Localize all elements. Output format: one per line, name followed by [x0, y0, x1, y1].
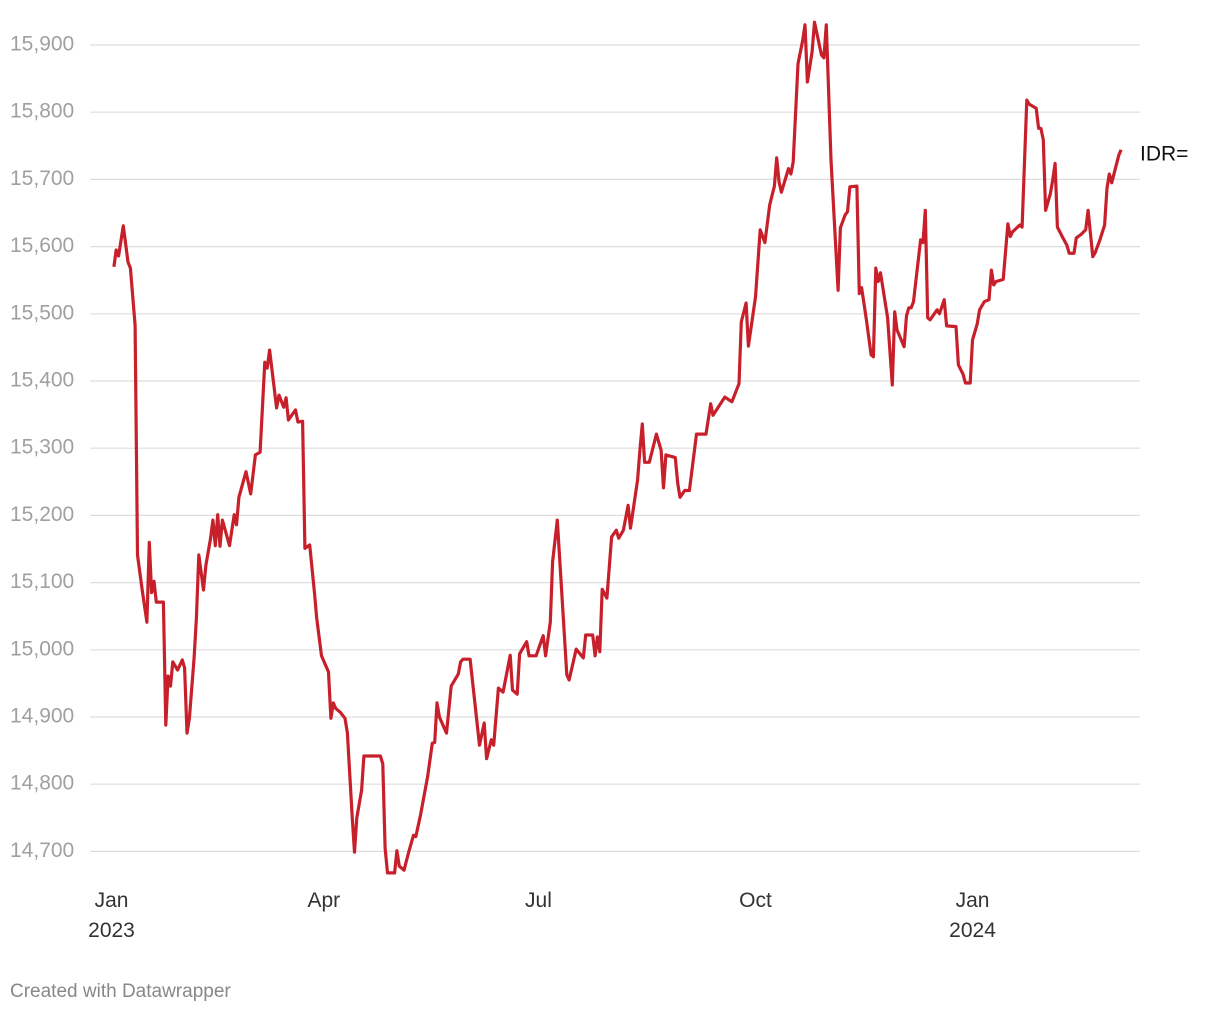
- line: [112, 20, 1123, 875]
- x-tick-label: Jan 2023: [88, 889, 135, 942]
- y-tick-label: 14,700: [10, 839, 74, 862]
- y-tick-label: 15,700: [10, 167, 74, 190]
- y-tick-label: 15,800: [10, 100, 74, 123]
- y-tick-label: 15,100: [10, 570, 74, 593]
- y-tick-label: 15,400: [10, 369, 74, 392]
- y-tick-label: 15,900: [10, 33, 74, 56]
- y-tick-label: 15,300: [10, 436, 74, 459]
- series-label: IDR=: [1140, 142, 1188, 165]
- y-tick-label: 15,600: [10, 234, 74, 257]
- x-tick-label: Apr: [307, 889, 340, 912]
- x-tick-label: Jul: [525, 889, 552, 912]
- y-tick-label: 14,900: [10, 705, 74, 728]
- x-tick-label: Oct: [739, 889, 772, 912]
- y-tick-label: 15,500: [10, 301, 74, 324]
- y-tick-label: 15,000: [10, 637, 74, 660]
- y-tick-label: 14,800: [10, 772, 74, 795]
- x-tick-label: Jan 2024: [949, 889, 996, 942]
- credit: Created with Datawrapper: [10, 981, 231, 1002]
- y-tick-label: 15,200: [10, 503, 74, 526]
